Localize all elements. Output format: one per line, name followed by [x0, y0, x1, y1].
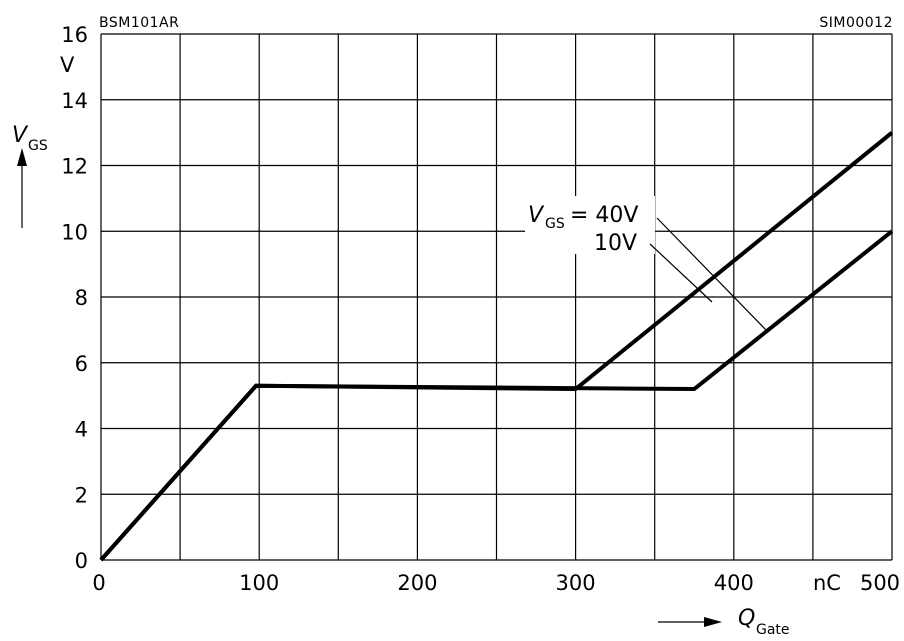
- y-axis-symbol: V: [12, 123, 29, 148]
- x-tick-label: 300: [556, 571, 596, 595]
- y-tick-label: 6: [75, 352, 88, 376]
- y-axis-label: V GS: [12, 123, 48, 228]
- x-axis-label: Q Gate: [658, 606, 790, 638]
- x-axis-symbol: Q: [738, 606, 755, 631]
- x-tick-label: 200: [397, 571, 437, 595]
- annotation-symbol: V: [528, 203, 545, 228]
- header-left: BSM101AR: [99, 15, 179, 31]
- y-tick-label: 2: [75, 483, 88, 507]
- leader-40v: [656, 217, 768, 332]
- y-tick-label: 14: [61, 89, 88, 113]
- y-tick-label: 8: [75, 286, 88, 310]
- curves: [99, 131, 894, 562]
- x-unit: nC: [813, 571, 841, 595]
- x-tick-label: 500: [860, 571, 900, 595]
- y-tick-label: 12: [61, 155, 88, 179]
- annotation-40v: = 40V: [570, 203, 638, 228]
- annotation-10v: 10V: [594, 231, 637, 256]
- series-line-10v: [99, 229, 894, 562]
- x-tick-label: 0: [92, 571, 105, 595]
- x-axis-subscript: Gate: [756, 622, 790, 638]
- series-annotation: V GS = 40V 10V: [525, 196, 768, 332]
- y-tick-label: 0: [75, 549, 88, 573]
- leader-10v: [649, 243, 713, 303]
- grid: [100, 33, 893, 561]
- annotation-subscript: GS: [545, 216, 565, 232]
- y-tick-label: 4: [75, 418, 88, 442]
- y-tick-label: 10: [61, 220, 88, 244]
- y-unit: V: [60, 53, 75, 77]
- header-right: SIM00012: [819, 15, 893, 31]
- x-axis-arrow-head: [704, 617, 722, 627]
- tick-labels: 0 100 200 300 400 500 0 2 4 6 8 10 12 14 16: [61, 23, 900, 595]
- y-axis-subscript: GS: [28, 138, 48, 154]
- x-tick-label: 100: [239, 571, 279, 595]
- y-axis-arrow-head: [17, 148, 27, 166]
- x-tick-label: 400: [714, 571, 754, 595]
- y-tick-label: 16: [61, 23, 88, 47]
